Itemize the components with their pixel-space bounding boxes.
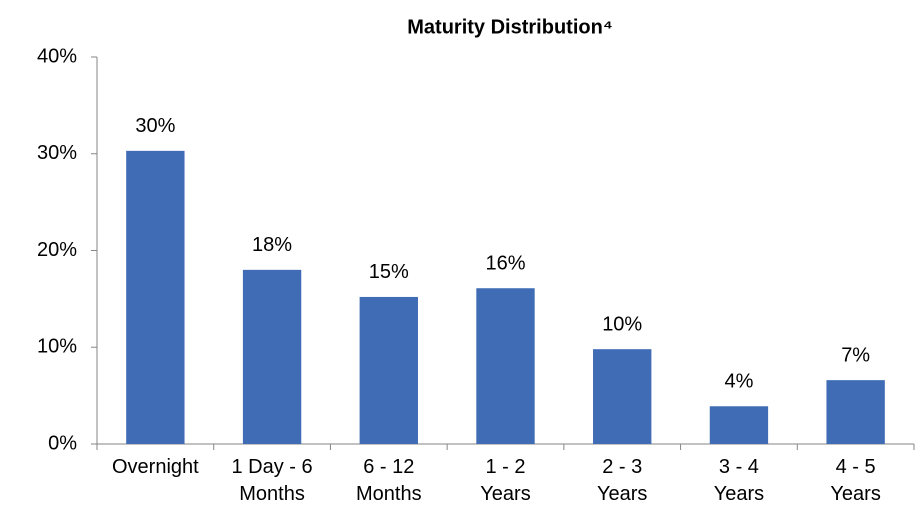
data-label: 7% bbox=[841, 344, 870, 366]
y-tick-label: 0% bbox=[48, 432, 77, 454]
bar bbox=[126, 150, 185, 444]
x-tick-label: 4 - 5 Years bbox=[830, 456, 880, 505]
x-tick-label: 1 Day - 6 Months bbox=[231, 456, 312, 505]
data-label: 16% bbox=[485, 253, 525, 275]
bar bbox=[709, 406, 769, 444]
bar bbox=[242, 269, 302, 444]
bar bbox=[359, 296, 418, 444]
x-tick-label: 1 - 2 Years bbox=[480, 456, 530, 505]
x-tick-label: 6 - 12 Months bbox=[356, 456, 422, 505]
chart-title: Maturity Distribution⁴ bbox=[407, 16, 612, 38]
data-label: 10% bbox=[602, 313, 642, 335]
bar bbox=[826, 380, 885, 444]
x-tick-label: Overnight bbox=[112, 456, 199, 478]
bar bbox=[593, 349, 652, 444]
data-label: 18% bbox=[252, 234, 292, 256]
x-tick-label: 3 - 4 Years bbox=[714, 456, 764, 505]
data-label: 30% bbox=[135, 115, 175, 137]
bar bbox=[476, 288, 535, 444]
y-tick-label: 40% bbox=[37, 45, 77, 67]
data-label: 4% bbox=[724, 371, 753, 393]
y-tick-label: 20% bbox=[37, 239, 77, 261]
x-tick-label: 2 - 3 Years bbox=[597, 456, 647, 505]
y-tick-label: 30% bbox=[37, 142, 77, 164]
y-tick-label: 10% bbox=[37, 336, 77, 358]
data-label: 15% bbox=[369, 261, 409, 283]
